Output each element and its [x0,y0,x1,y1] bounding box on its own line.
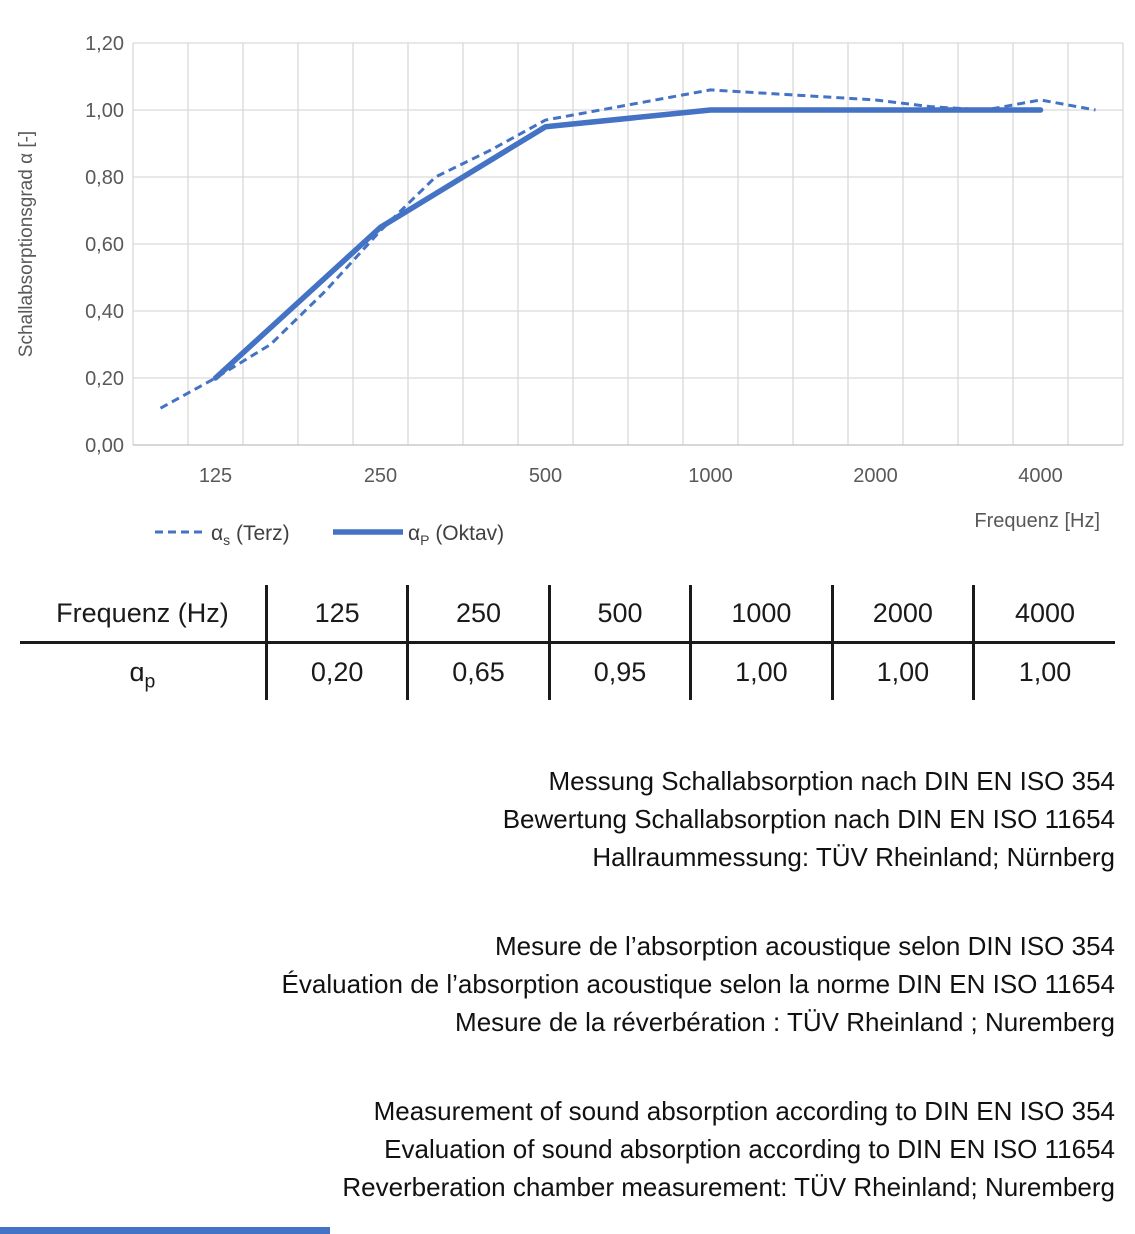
table-header-row: Frequenz (Hz) 125 250 500 1000 2000 4000 [20,585,1115,644]
alpha-p-value-500: 0,95 [547,642,691,700]
x-axis-ticks: 125 250 500 1000 2000 4000 [199,465,1063,487]
note-line: Évaluation de l’absorption acoustique se… [281,969,1115,999]
table-value-row: ɑp 0,20 0,65 0,95 1,00 1,00 1,00 [20,642,1115,701]
absorption-chart: 0,00 0,20 0,40 0,60 0,80 1,00 1,20 125 250 500 100… [0,0,1135,558]
note-line: Mesure de la réverbération : TÜV Rheinla… [455,1007,1115,1037]
table-header-2000: 2000 [830,585,974,644]
alpha-p-value-1000: 1,00 [689,642,833,700]
x-tick-label: 500 [529,465,562,487]
chart-legend: αs (Terz) αP (Oktav) [155,522,504,548]
legend-series-name: (Oktav) [429,522,504,545]
measurement-notes: Messung Schallabsorption nach DIN EN ISO… [20,762,1115,1206]
y-tick-label: 0,40 [85,301,124,323]
legend-label: αP (Oktav) [408,522,504,548]
y-tick-label: 1,00 [85,100,124,122]
y-tick-label: 0,00 [85,435,124,457]
note-line: Measurement of sound absorption accordin… [373,1096,1115,1126]
alpha-p-value-250: 0,65 [406,642,550,700]
alpha-p-value-4000: 1,00 [972,642,1115,700]
footer-accent-bar [0,1227,330,1234]
x-tick-label: 4000 [1018,465,1063,487]
table-header-500: 500 [547,585,691,644]
note-line: Evaluation of sound absorption according… [384,1134,1115,1164]
series-alpha-p-oktav-line [212,107,1044,381]
y-tick-label: 1,20 [85,33,124,55]
legend-label: αs (Terz) [211,522,290,548]
y-tick-label: 0,60 [85,234,124,256]
y-axis-title: Schallabsorptionsgrad α [-] [16,131,37,357]
y-axis-ticks: 0,00 0,20 0,40 0,60 0,80 1,00 1,20 [85,33,124,457]
x-tick-label: 125 [199,465,232,487]
note-line: Mesure de l’absorption acoustique selon … [494,931,1115,961]
legend-alpha-symbol: α [408,522,420,545]
absorption-table: Frequenz (Hz) 125 250 500 1000 2000 4000… [20,585,1115,700]
alpha-subscript: p [144,669,156,692]
notes-german: Messung Schallabsorption nach DIN EN ISO… [20,762,1115,876]
notes-french: Mesure de l’absorption acoustique selon … [20,927,1115,1041]
legend-series-name: (Terz) [230,522,290,545]
y-tick-label: 0,80 [85,167,124,189]
table-header-1000: 1000 [689,585,833,644]
table-header-4000: 4000 [972,585,1115,644]
alpha-p-row-label: ɑp [20,643,266,701]
alpha-p-value-125: 0,20 [264,642,408,700]
legend-alpha-symbol: α [211,522,223,545]
note-line: Messung Schallabsorption nach DIN EN ISO… [548,766,1115,796]
note-line: Reverberation chamber measurement: TÜV R… [342,1172,1115,1202]
x-tick-label: 2000 [853,465,898,487]
note-line: Bewertung Schallabsorption nach DIN EN I… [502,804,1115,834]
y-tick-label: 0,20 [85,368,124,390]
table-header-125: 125 [264,585,408,644]
legend-alpha-subscript: P [420,532,429,548]
alpha-p-value-2000: 1,00 [830,642,974,700]
alpha-symbol: ɑ [129,656,145,687]
chart-gridlines [132,42,1124,446]
table-header-250: 250 [406,585,550,644]
x-tick-label: 250 [364,465,397,487]
x-tick-label: 1000 [688,465,733,487]
absorption-chart-svg: 0,00 0,20 0,40 0,60 0,80 1,00 1,20 125 250 500 100… [16,33,1124,548]
note-line: Hallraummessung: TÜV Rheinland; Nürnberg [592,842,1115,872]
legend-alpha-subscript: s [223,532,230,548]
table-header-frequency: Frequenz (Hz) [20,585,267,644]
x-axis-title: Frequenz [Hz] [974,510,1100,532]
notes-english: Measurement of sound absorption accordin… [20,1092,1115,1206]
